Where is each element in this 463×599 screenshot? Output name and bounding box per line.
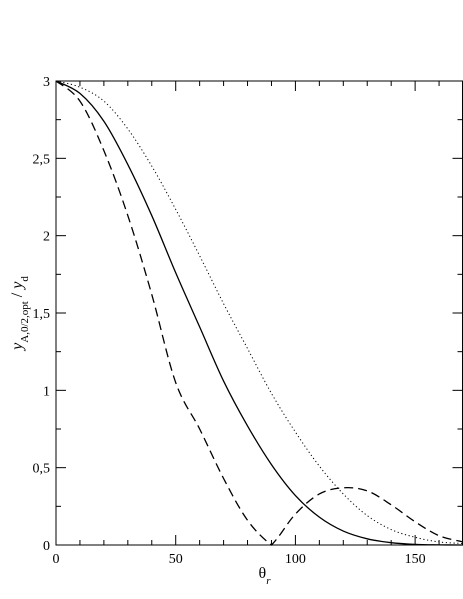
- y-axis-title-separator: /: [9, 289, 26, 301]
- y-tick-label: 0,5: [33, 462, 51, 477]
- y-axis-title-numerator: y: [9, 342, 26, 352]
- y-tick-labels: 0 0,5 1 1,5 2 2,5 3: [33, 75, 51, 554]
- series-layer: [55, 80, 463, 546]
- y-axis-title-denominator-subscript: d: [19, 276, 31, 282]
- y-axis-title-numerator-subscript: A,0/2,opt: [19, 301, 31, 343]
- y-tick-label: 1,5: [33, 307, 51, 322]
- tick-marks: [55, 80, 463, 546]
- y-tick-label: 2,5: [33, 152, 51, 167]
- x-axis-title-subscript: r: [266, 575, 271, 587]
- x-axis-title: θr: [259, 565, 272, 587]
- x-tick-label: 50: [169, 552, 183, 567]
- series-line-dashed: [55, 80, 463, 546]
- y-tick-label: 1: [43, 384, 50, 399]
- x-axis-title-main: θ: [259, 565, 267, 582]
- x-tick-labels: 0 50 100 150: [53, 552, 426, 567]
- y-tick-label: 2: [43, 230, 50, 245]
- series-line-dotted: [55, 80, 463, 544]
- y-axis-title-denominator: y: [9, 281, 26, 291]
- x-tick-label: 100: [285, 552, 306, 567]
- x-tick-label: 0: [53, 552, 60, 567]
- x-tick-label: 150: [405, 552, 426, 567]
- plot-frame: [55, 80, 463, 546]
- y-axis-title: yA,0/2,opt / yd: [9, 276, 31, 352]
- plot-area: [55, 80, 463, 546]
- y-tick-label: 3: [43, 75, 50, 90]
- y-tick-label: 0: [43, 539, 50, 554]
- series-line-solid: [55, 80, 463, 546]
